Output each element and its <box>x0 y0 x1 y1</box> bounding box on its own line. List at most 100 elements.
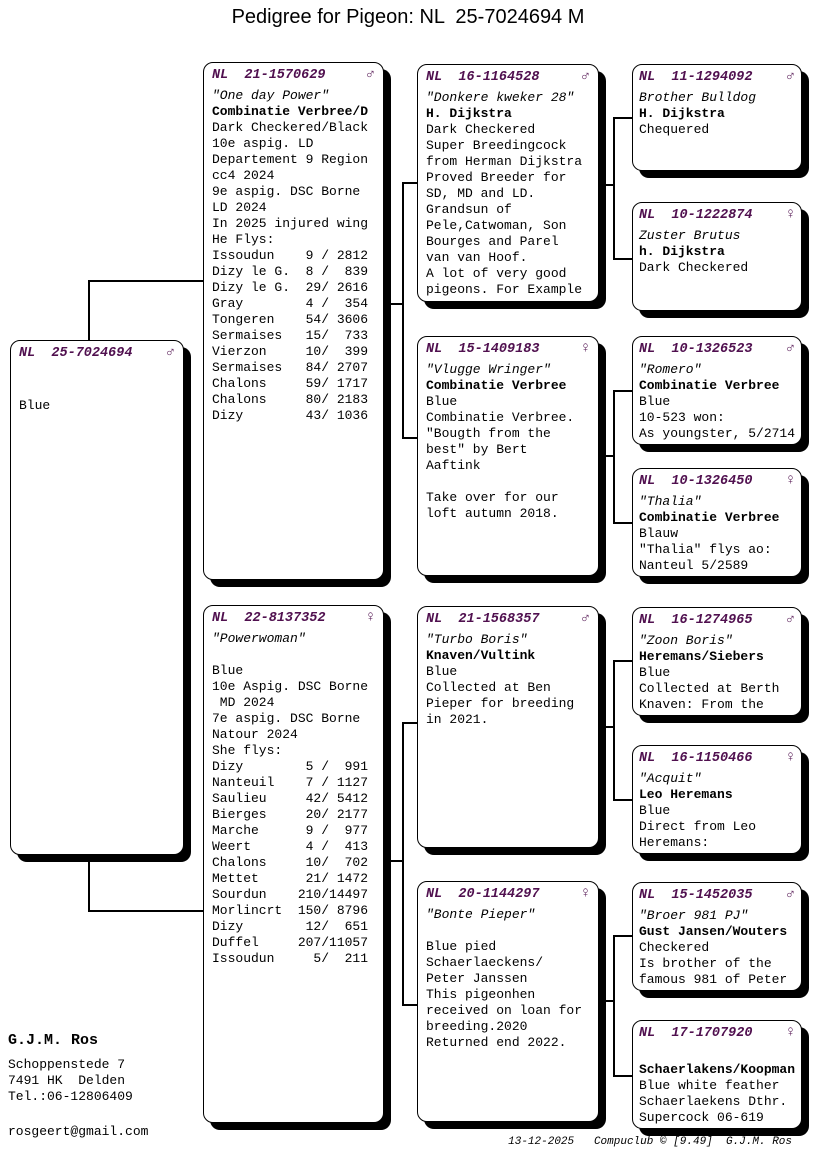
box-text-line: Weert 4 / 413 <box>212 839 369 854</box>
box-text-line <box>212 647 375 663</box>
box-text-line: Blue <box>212 663 244 678</box>
female-sex-icon: ♀ <box>785 472 795 489</box>
box-text-line: best" by Bert <box>426 442 528 457</box>
paternal-grandsire-box: NL 16-1164528 ♂ "Donkere kweker 28" H. Dij… <box>417 64 599 302</box>
box-text-line: Blue pied <box>426 939 497 954</box>
box-text-line: "Broer 981 PJ" <box>639 908 749 923</box>
connector-gp3-to-greatgrandparents <box>599 660 632 801</box>
box-text-line: Combinatie Verbree <box>426 378 567 393</box>
connector-gp2-to-greatgrandparents <box>599 390 632 524</box>
box-text-line: Dark Checkered <box>426 122 536 137</box>
box-text-line: Gray 4 / 354 <box>212 296 369 311</box>
box-text-line: Sourdun 210/14497 <box>212 887 369 902</box>
box-text-line: Direct from Leo <box>639 819 757 834</box>
box-text-line: "Bonte Pieper" <box>426 907 536 922</box>
box-text-line: Dizy 12/ 651 <box>212 919 369 934</box>
box-text-line: received on loan for <box>426 1003 583 1018</box>
ring-number: NL 15-1452035 <box>639 888 753 903</box>
box-text-line: Vierzon 10/ 399 <box>212 344 369 359</box>
box-text-line: Sermaises 84/ 2707 <box>212 360 369 375</box>
box-text-line: famous 981 of Peter <box>639 972 788 987</box>
box-text-line: in 2021. <box>426 712 489 727</box>
box-text-line: Combinatie Verbree. <box>426 410 575 425</box>
box-text-line: Chalons 10/ 702 <box>212 855 369 870</box>
box-text-line: "Zoon Boris" <box>639 633 733 648</box>
great-grandparent-box-5: NL 16-1274965 ♂ "Zoon Boris" Heremans/Sieb… <box>632 607 802 716</box>
box-text-line: "Donkere kweker 28" <box>426 90 575 105</box>
box-text-line: "Thalia" <box>639 494 702 509</box>
great-grandparent-box-4: NL 10-1326450 ♀ "Thalia" Combinatie Verbre… <box>632 468 802 577</box>
box-text-line: Combinatie Verbree <box>639 378 780 393</box>
box-text-line: 10e aspig. LD <box>212 136 314 151</box>
box-text-line: Peter Janssen <box>426 971 528 986</box>
ring-number: NL 17-1707920 <box>639 1026 753 1041</box>
great-grandparent-box-1: NL 11-1294092 ♂ Brother Bulldog H. Dijkstr… <box>632 64 802 171</box>
connector-subject-to-dam <box>88 855 203 912</box>
male-sex-icon: ♂ <box>785 340 795 357</box>
owner-street: Schoppenstede 7 <box>8 1057 126 1072</box>
box-text-line: Saulieu 42/ 5412 <box>212 791 369 806</box>
box-text-line: SD, MD and LD. <box>426 186 536 201</box>
box-text-line: Issoudun 5/ 211 <box>212 951 369 966</box>
ring-number: NL 16-1274965 <box>639 613 753 628</box>
great-grandparent-box-8: NL 17-1707920 ♀ Schaerlakens/Koopman Blue … <box>632 1020 802 1129</box>
box-text-line <box>426 474 590 490</box>
footer-date: 13-12-2025 <box>508 1136 575 1148</box>
box-text-line: pigeons. For Example <box>426 282 583 297</box>
ring-number: NL 10-1222874 <box>639 208 753 223</box>
box-text-line: Natour 2024 <box>212 727 298 742</box>
box-text-line: Is brother of the <box>639 956 772 971</box>
male-sex-icon: ♂ <box>785 611 795 628</box>
box-text-line: Dark Checkered <box>639 260 749 275</box>
box-text-line: "Acquit" <box>639 771 702 786</box>
box-text-line: Duffel 207/11057 <box>212 935 369 950</box>
ring-number: NL 25-7024694 <box>19 346 133 361</box>
owner-name: G.J.M. Ros <box>8 1032 99 1049</box>
box-text-line: Dizy 43/ 1036 <box>212 408 369 423</box>
box-text-line: LD 2024 <box>212 200 267 215</box>
box-text-line: Bourges and Parel <box>426 234 559 249</box>
box-text-line <box>19 382 175 398</box>
ring-number: NL 10-1326523 <box>639 342 753 357</box>
box-text-line: MD 2024 <box>212 695 275 710</box>
box-text-line: van van Hoof. <box>426 250 528 265</box>
box-text-line: Schaerlaekens Dthr. <box>639 1094 788 1109</box>
ring-number: NL 15-1409183 <box>426 342 540 357</box>
owner-email: rosgeert@gmail.com <box>8 1124 149 1139</box>
box-text-line <box>639 1046 795 1062</box>
box-text-line: Dizy 5 / 991 <box>212 759 369 774</box>
box-text-line: Leo Heremans <box>639 787 733 802</box>
box-text-line <box>19 366 175 382</box>
footer-author: G.J.M. Ros <box>725 1136 792 1148</box>
female-sex-icon: ♀ <box>785 206 795 223</box>
box-text-line: Morlincrt 150/ 8796 <box>212 903 369 918</box>
box-text-line: Dizy le G. 8 / 839 <box>212 264 369 279</box>
box-text-line: Departement 9 Region <box>212 152 369 167</box>
box-text-line: loft autumn 2018. <box>426 506 559 521</box>
box-text-line: Heremans: <box>639 835 710 850</box>
subject-pigeon-box: NL 25-7024694 ♂ Blue <box>10 340 184 855</box>
great-grandparent-box-2: NL 10-1222874 ♀ Zuster Brutus h. Dijkstra D… <box>632 202 802 311</box>
male-sex-icon: ♂ <box>785 886 795 903</box>
male-sex-icon: ♂ <box>165 344 175 361</box>
box-text-line: Collected at Berth <box>639 681 780 696</box>
box-text-line: "Powerwoman" <box>212 631 306 646</box>
female-sex-icon: ♀ <box>785 1024 795 1041</box>
box-text-line: Bierges 20/ 2177 <box>212 807 369 822</box>
owner-city: 7491 HK Delden <box>8 1073 126 1088</box>
box-text-line: Take over for our <box>426 490 559 505</box>
box-text-line <box>426 923 590 939</box>
box-text-line: A lot of very good <box>426 266 567 281</box>
connector-subject-to-sire <box>88 280 203 340</box>
great-grandparent-box-7: NL 15-1452035 ♂ "Broer 981 PJ" Gust Jansen… <box>632 882 802 991</box>
box-text-line: h. Dijkstra <box>639 244 725 259</box>
box-text-line: He Flys: <box>212 232 275 247</box>
box-text-line: Checkered <box>639 940 710 955</box>
box-text-line: Sermaises 15/ 733 <box>212 328 369 343</box>
ring-number: NL 16-1164528 <box>426 70 540 85</box>
box-text-line: Combinatie Verbree <box>639 510 780 525</box>
box-text-line: Mettet 21/ 1472 <box>212 871 369 886</box>
male-sex-icon: ♂ <box>365 66 375 83</box>
connector-sire-to-grandparents <box>384 182 417 439</box>
box-text-line: Marche 9 / 977 <box>212 823 369 838</box>
